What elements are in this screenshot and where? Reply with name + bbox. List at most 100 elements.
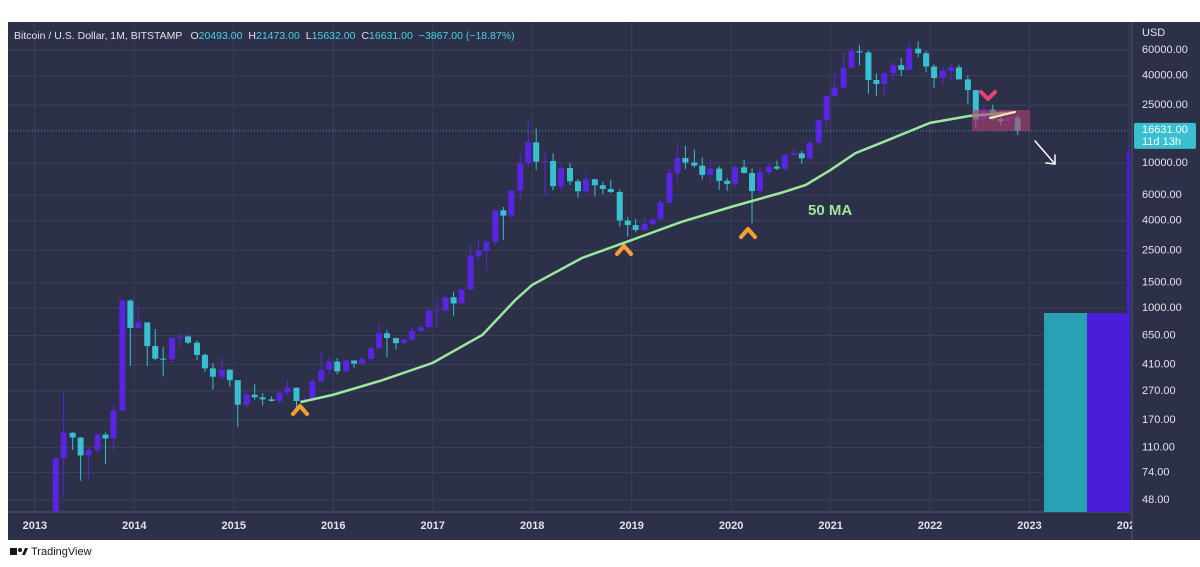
rejection-chevron xyxy=(979,90,997,101)
candle-body xyxy=(85,449,92,456)
candle-body xyxy=(616,191,623,221)
candle-body xyxy=(955,67,962,80)
candle-body xyxy=(940,70,947,79)
candle-body xyxy=(392,338,399,344)
y-tick-label: 170.00 xyxy=(1142,414,1176,426)
y-tick-label: 110.00 xyxy=(1142,441,1175,453)
candle-body xyxy=(724,180,731,184)
candle-body xyxy=(873,79,880,84)
last-price-label: 16631.00 xyxy=(1142,124,1188,136)
y-tick-label: 10000.00 xyxy=(1142,157,1188,169)
candle-body xyxy=(542,160,549,162)
candle-body xyxy=(574,181,581,192)
candle-body xyxy=(383,333,390,339)
candle-body xyxy=(657,202,664,220)
candle-body xyxy=(268,399,275,402)
ohlc-key: C xyxy=(361,30,369,42)
support-chevron xyxy=(291,404,309,416)
candle-body xyxy=(607,188,614,192)
candle-body xyxy=(707,168,714,175)
candle-body xyxy=(458,289,465,304)
candle-body xyxy=(641,223,648,230)
arrow-shaft xyxy=(1034,140,1056,165)
candle-body xyxy=(483,241,490,251)
ohlc-value: 16631.00 xyxy=(369,30,413,42)
y-tick-label: 4000.00 xyxy=(1142,215,1182,227)
candle-body xyxy=(674,158,681,173)
candle-body xyxy=(77,437,84,456)
branding: TradingView xyxy=(10,546,92,558)
candle-body xyxy=(848,51,855,68)
candle-body xyxy=(831,87,838,96)
y-tick-label: 40000.00 xyxy=(1142,69,1188,81)
last-price-box xyxy=(1134,122,1196,149)
ohlc-value: 15632.00 xyxy=(312,30,356,42)
candle-body xyxy=(591,179,598,186)
y-tick-label: 2500.00 xyxy=(1142,244,1182,256)
candle-body xyxy=(152,346,159,359)
candle-body xyxy=(624,220,631,226)
candle-body xyxy=(798,153,805,159)
arrow-head xyxy=(1045,154,1056,165)
ohlc-key: H xyxy=(248,30,256,42)
x-tick-label: 2021 xyxy=(818,520,842,532)
candle-body xyxy=(185,336,192,343)
candle-body xyxy=(376,333,383,349)
chart-background xyxy=(8,22,1200,540)
y-tick-label: 25000.00 xyxy=(1142,99,1188,111)
candle-body xyxy=(234,380,241,405)
x-tick-label: 2020 xyxy=(719,520,743,532)
candle-body xyxy=(741,167,748,173)
candle-body xyxy=(865,52,872,80)
candle-body xyxy=(433,310,440,312)
candle-body xyxy=(69,432,76,438)
candle-body xyxy=(666,172,673,203)
candle-body xyxy=(682,158,689,163)
candle-body xyxy=(408,330,415,340)
candle-body xyxy=(840,67,847,88)
highlight-box xyxy=(972,110,1030,131)
volume-spike xyxy=(1127,150,1130,313)
candle-body xyxy=(467,255,474,290)
y-tick-label: 1500.00 xyxy=(1142,277,1182,289)
candle-body xyxy=(475,250,482,256)
candle-body xyxy=(517,163,524,191)
candle-body xyxy=(351,360,358,364)
candle-body xyxy=(135,322,142,328)
logo-mark xyxy=(10,548,17,555)
candle-body xyxy=(94,434,101,450)
candle-body xyxy=(417,327,424,331)
support-chevron xyxy=(739,227,757,239)
x-tick-label: 2013 xyxy=(23,520,47,532)
x-tick-label: 2019 xyxy=(619,520,643,532)
candle-body xyxy=(781,155,788,169)
change: −3867.00 (−18.87%) xyxy=(419,30,515,42)
candle-body xyxy=(947,67,954,71)
x-tick-label: 2018 xyxy=(520,520,544,532)
x-axis-labels: 2013 2014 2015 2016 2017 2018 2019 2020 2021 2022… xyxy=(23,520,1132,532)
candle-body xyxy=(309,381,316,400)
overlay xyxy=(8,110,1132,404)
y-tick-label: 410.00 xyxy=(1142,358,1176,370)
candle-body xyxy=(251,394,258,398)
x-tick-label: 2014 xyxy=(122,520,147,532)
candle-body xyxy=(284,387,291,393)
candle-body xyxy=(923,53,930,67)
chart-header: Bitcoin / U.S. Dollar, 1M, BITSTAMP O2049… xyxy=(14,30,515,42)
moving-average xyxy=(300,110,1015,404)
candle-body xyxy=(359,358,366,364)
candle-body xyxy=(160,358,167,360)
candle-body xyxy=(915,48,922,54)
volume-profile xyxy=(1044,150,1130,512)
candle-body xyxy=(177,336,184,338)
candle-body xyxy=(500,210,507,216)
candle-body xyxy=(334,361,341,372)
candle-body xyxy=(699,165,706,175)
candle-body xyxy=(749,172,756,192)
candle-body xyxy=(550,160,557,187)
x-tick-label: 2023 xyxy=(1017,520,1041,532)
candle-body xyxy=(326,361,333,370)
candle-body xyxy=(318,369,325,382)
candle-body xyxy=(815,120,822,143)
